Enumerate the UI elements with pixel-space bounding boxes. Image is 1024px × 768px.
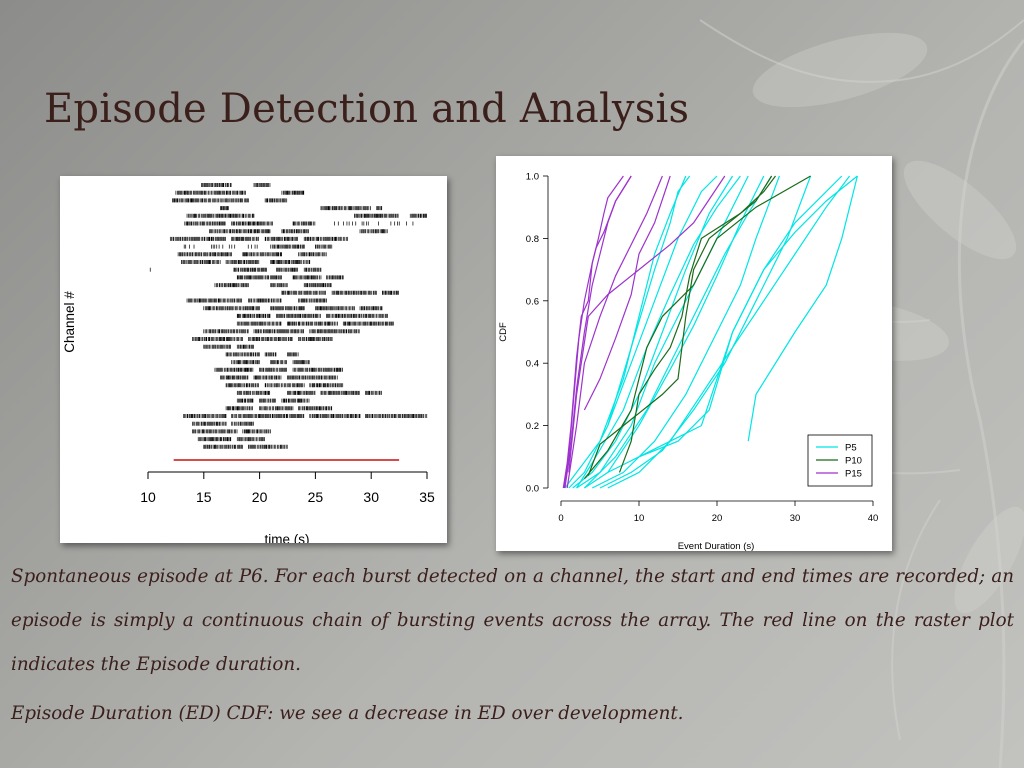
cdf-y-axis-label: CDF (498, 322, 509, 342)
raster-channel-row (236, 313, 388, 318)
slide-title: Episode Detection and Analysis (44, 86, 690, 132)
raster-spikes (149, 183, 428, 449)
raster-channel-row (183, 414, 428, 418)
raster-channel-row (184, 221, 414, 226)
raster-x-tick-label: 10 (140, 489, 156, 505)
cdf-series-line-p5 (599, 175, 812, 489)
raster-x-axis-label: time (s) (265, 532, 310, 543)
raster-channel-row (209, 229, 388, 234)
cdf-series-line-p15 (568, 175, 726, 473)
raster-channel-row (197, 437, 265, 442)
cdf-series-line-p5 (607, 175, 851, 489)
cdf-series-line-p15 (583, 175, 671, 411)
cdf-series-line-p5 (576, 175, 741, 489)
raster-channel-row (149, 267, 322, 272)
cdf-x-tick-label: 40 (868, 513, 879, 524)
raster-x-tick-label: 35 (419, 489, 435, 505)
cdf-plot-panel: 0 10 20 30 40 0.0 0.2 0.4 0.6 0.8 1.0 Event Duratio… (496, 156, 892, 553)
cdf-x-tick-label: 0 (558, 513, 563, 524)
raster-y-axis-label: Channel # (62, 291, 77, 353)
raster-channel-row (225, 406, 333, 411)
cdf-series-line-p5 (607, 175, 691, 426)
cdf-legend-label: P15 (845, 469, 862, 480)
cdf-series-line-p5 (568, 175, 718, 489)
cdf-series-line-p5 (576, 175, 749, 489)
caption-raster-description: Spontaneous episode at P6. For each burs… (11, 566, 1014, 675)
raster-channel-row (203, 444, 288, 449)
caption-cdf-description: Episode Duration (ED) CDF: we see a decr… (11, 703, 684, 724)
raster-channel-row (192, 421, 254, 426)
raster-channel-row (192, 337, 333, 341)
raster-channel-row (186, 298, 327, 303)
raster-channel-row (225, 352, 299, 357)
cdf-y-tick-label: 0.2 (526, 421, 539, 432)
raster-channel-row (225, 383, 344, 388)
raster-channel-row (177, 252, 327, 257)
raster-x-tick-label: 20 (252, 489, 268, 505)
cdf-series-line-p10 (587, 175, 773, 476)
cdf-legend-label: P10 (845, 456, 862, 467)
raster-channel-row (203, 306, 383, 311)
raster-x-tick-label: 15 (196, 489, 212, 505)
raster-channel-row (203, 344, 254, 349)
cdf-legend: P5 P10 P15 (807, 434, 873, 487)
cdf-series-line-p15 (563, 175, 624, 489)
raster-channel-row (201, 183, 271, 187)
cdf-y-tick-label: 0.6 (526, 296, 539, 307)
cdf-x-tick-label: 20 (712, 513, 723, 524)
raster-x-tick-label: 25 (308, 489, 324, 505)
raster-channel-row (236, 275, 344, 280)
cdf-series-line-p5 (638, 175, 843, 458)
cdf-plot: 0 10 20 30 40 0.0 0.2 0.4 0.6 0.8 1.0 Event Duratio… (498, 172, 879, 553)
raster-channel-row (214, 283, 332, 288)
cdf-series-line-p5 (572, 175, 734, 489)
raster-channel-row (203, 329, 360, 334)
raster-channel-row (175, 190, 305, 195)
cdf-series-line-p10 (583, 175, 811, 479)
raster-channel-row (220, 375, 338, 380)
cdf-lines (562, 175, 858, 489)
cdf-series-line-p10 (618, 175, 776, 473)
raster-channel-row (186, 213, 427, 218)
cdf-legend-label: P5 (845, 443, 857, 454)
raster-plot: 10 15 20 25 30 35 time (s) Channel # (62, 183, 435, 547)
cdf-y-tick-label: 0.0 (526, 484, 539, 495)
cdf-series-line-p5 (591, 175, 780, 489)
cdf-series-line-p15 (566, 175, 663, 489)
cdf-x-tick-label: 10 (634, 513, 645, 524)
raster-channel-row (236, 390, 382, 395)
cdf-x-tick-label: 30 (790, 513, 801, 524)
cdf-y-tick-label: 0.4 (526, 359, 539, 370)
cdf-series-line-p5 (747, 175, 858, 442)
raster-channel-row (220, 206, 383, 211)
raster-channel-row (183, 244, 333, 249)
raster-channel-row (236, 398, 310, 403)
cdf-y-tick-label: 1.0 (526, 172, 539, 183)
raster-plot-panel: 10 15 20 25 30 35 time (s) Channel # (60, 176, 447, 547)
cdf-x-axis-label: Event Duration (s) (678, 541, 755, 551)
raster-channel-row (231, 360, 310, 365)
cdf-series-line-p5 (583, 175, 773, 489)
raster-x-tick-label: 30 (363, 489, 379, 505)
raster-channel-row (181, 260, 311, 264)
raster-channel-row (281, 290, 399, 295)
raster-channel-row (214, 367, 343, 372)
raster-channel-row (192, 429, 271, 434)
raster-channel-row (172, 198, 288, 203)
raster-channel-row (169, 236, 349, 241)
raster-channel-row (236, 321, 394, 326)
cdf-y-tick-label: 0.8 (526, 234, 539, 245)
